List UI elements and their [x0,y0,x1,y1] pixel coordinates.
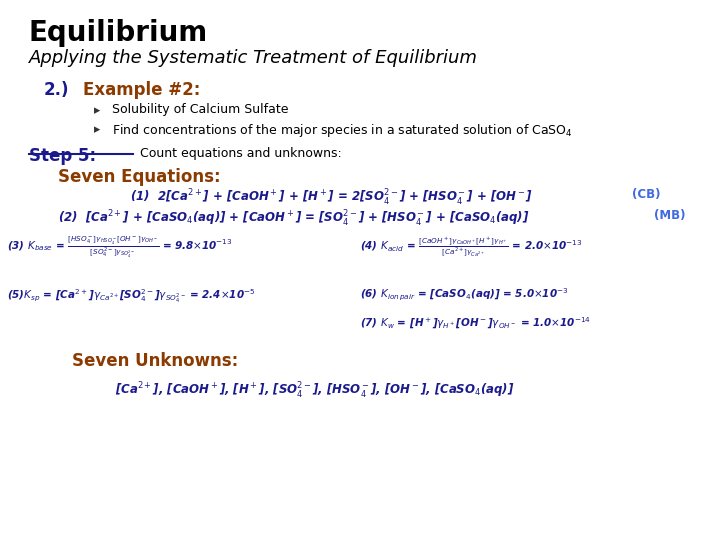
Text: (7) $K_w$ = [H$^+$]$\gamma_{H^+}$[OH$^-$]$\gamma_{OH^-}$ = 1.0$\times$10$^{-14}$: (7) $K_w$ = [H$^+$]$\gamma_{H^+}$[OH$^-$… [360,316,591,331]
Text: 2.): 2.) [43,81,68,99]
Text: (2)  [Ca$^{2+}$] + [CaSO$_4$(aq)] + [CaOH$^+$] = [SO$_4^{2-}$] + [HSO$_4^-$] + [: (2) [Ca$^{2+}$] + [CaSO$_4$(aq)] + [CaOH… [58,209,529,229]
Text: Seven Equations:: Seven Equations: [58,168,220,186]
Text: Find concentrations of the major species in a saturated solution of CaSO$_4$: Find concentrations of the major species… [112,122,572,139]
Text: (5)$K_{sp}$ = [Ca$^{2+}$]$\gamma_{Ca^{2+}}$[SO$_4^{2-}$]$\gamma_{SO_4^{2-}}$ = 2: (5)$K_{sp}$ = [Ca$^{2+}$]$\gamma_{Ca^{2+… [7,287,256,305]
Text: (3) $K_{base}$ = $\frac{[HSO_4^-]\gamma_{HSO_4^-}[OH^-]\gamma_{OH^-}}{[SO_4^{2-}: (3) $K_{base}$ = $\frac{[HSO_4^-]\gamma_… [7,235,233,260]
Text: ▸: ▸ [94,123,100,136]
Text: (4) $K_{acid}$ = $\frac{[CaOH^+]\gamma_{CaOH^+}[H^+]\gamma_{H^+}}{[Ca^{2+}]\gamm: (4) $K_{acid}$ = $\frac{[CaOH^+]\gamma_{… [360,235,582,259]
Text: ▸: ▸ [94,104,100,117]
Text: Solubility of Calcium Sulfate: Solubility of Calcium Sulfate [112,103,288,116]
Text: (6) $K_{ion\,pair}$ = [CaSO$_4$(aq)] = 5.0$\times$10$^{-3}$: (6) $K_{ion\,pair}$ = [CaSO$_4$(aq)] = 5… [360,287,569,303]
Text: Applying the Systematic Treatment of Equilibrium: Applying the Systematic Treatment of Equ… [29,49,477,66]
Text: Step 5:: Step 5: [29,147,96,165]
Text: Seven Unknowns:: Seven Unknowns: [72,352,238,370]
Text: Equilibrium: Equilibrium [29,19,208,47]
Text: [Ca$^{2+}$], [CaOH$^+$], [H$^+$], [SO$_4^{2-}$], [HSO$_4^-$], [OH$^-$], [CaSO$_4: [Ca$^{2+}$], [CaOH$^+$], [H$^+$], [SO$_4… [115,381,515,401]
Text: Example #2:: Example #2: [83,81,200,99]
Text: (1)  2[Ca$^{2+}$] + [CaOH$^+$] + [H$^+$] = 2[SO$_4^{2-}$] + [HSO$_4^-$] + [OH$^-: (1) 2[Ca$^{2+}$] + [CaOH$^+$] + [H$^+$] … [130,188,533,208]
Text: (CB): (CB) [632,188,661,201]
Text: (MB): (MB) [654,209,685,222]
Text: Count equations and unknowns:: Count equations and unknowns: [140,147,342,160]
